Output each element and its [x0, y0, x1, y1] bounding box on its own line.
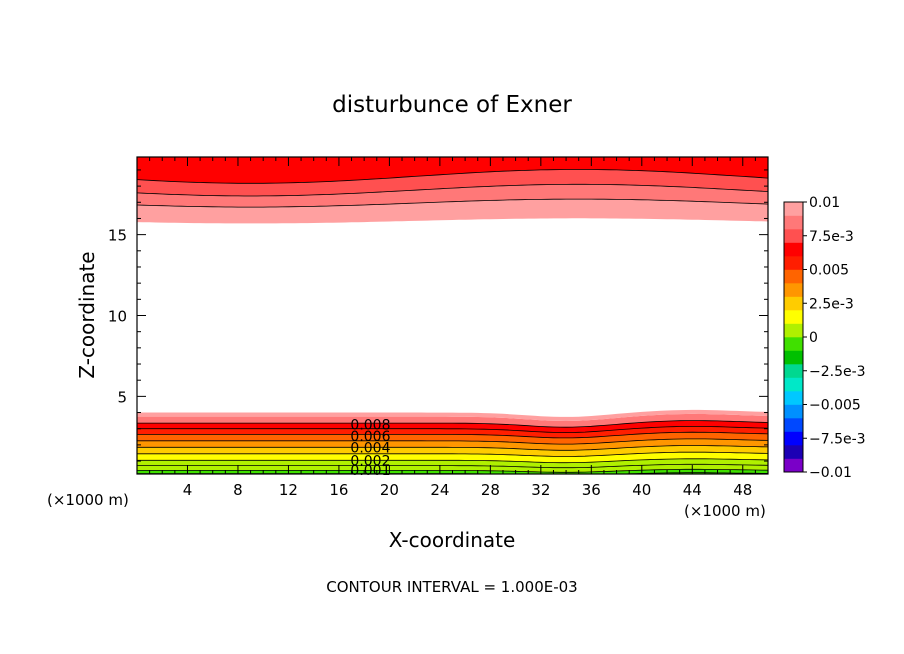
contour-band [137, 438, 768, 451]
x-tick-label: 16 [329, 481, 348, 499]
colorbar-segment [784, 215, 803, 230]
contour-line [137, 451, 768, 457]
contour-line [137, 458, 768, 464]
x-unit-label-right: (×1000 m) [684, 502, 766, 520]
contour-band [137, 413, 768, 428]
colorbar: 0.01 7.5e-3 0.005 2.5e-3 0 −2.5e-3 −0.005 −7.5e… [783, 195, 866, 481]
contour-band [137, 199, 768, 224]
colorbar-segment [784, 404, 803, 419]
colorbar-label: 0 [809, 330, 818, 346]
y-tick-label: 15 [108, 227, 127, 245]
contour-band [137, 409, 768, 421]
x-axis-label: X-coordinate [389, 528, 516, 552]
colorbar-segment [784, 337, 803, 351]
contour-line [137, 183, 768, 197]
colorbar-segment [784, 202, 803, 216]
colorbar-segment [784, 283, 803, 297]
contour-band [137, 472, 768, 474]
colorbar-segment [784, 445, 803, 459]
x-tick-label: 28 [481, 481, 500, 499]
contour-line [137, 431, 768, 439]
contour-label: 0.001 [350, 463, 390, 479]
contour-band [137, 184, 768, 208]
contour-interval-note: CONTOUR INTERVAL = 1.000E-03 [326, 578, 577, 596]
colorbar-label: −7.5e-3 [809, 431, 866, 447]
y-axis: 5 10 15 [108, 169, 768, 462]
y-axis-label: Z-coordinate [75, 251, 99, 378]
y-tick-label: 10 [108, 308, 127, 326]
colorbar-label: −0.01 [809, 465, 852, 481]
colorbar-segment [784, 431, 803, 446]
contour-label: 0.008 [350, 418, 390, 434]
x-tick-label: 44 [683, 481, 702, 499]
colorbar-label: 2.5e-3 [809, 296, 854, 312]
colorbar-segment [784, 458, 803, 473]
colorbar-segment [784, 391, 803, 405]
colorbar-segment [784, 377, 803, 392]
colorbar-segment [784, 310, 803, 324]
x-tick-label: 8 [233, 481, 243, 499]
contour-line [137, 438, 768, 445]
contour-line [137, 426, 768, 434]
colorbar-segment [784, 350, 803, 365]
x-tick-label: 32 [531, 481, 550, 499]
contour-line [137, 169, 768, 184]
contour-band [137, 432, 768, 445]
colorbar-label: 7.5e-3 [809, 229, 854, 245]
y-tick-label: 5 [117, 388, 127, 406]
colorbar-label: −2.5e-3 [809, 364, 866, 380]
contour-band [137, 420, 768, 433]
colorbar-label: 0.01 [809, 195, 840, 211]
x-tick-label: 20 [380, 481, 399, 499]
contour-label: 0.004 [350, 440, 390, 456]
contour-band [137, 157, 768, 184]
colorbar-segment [784, 256, 803, 270]
colorbar-segment [784, 269, 803, 284]
contour-line [137, 198, 768, 208]
colorbar-segment [784, 296, 803, 311]
x-unit-label-left: (×1000 m) [47, 491, 129, 509]
chart-title: disturbunce of Exner [332, 92, 572, 118]
colorbar-segment [784, 418, 803, 432]
colorbar-segment [784, 364, 803, 378]
contour-label: 0.002 [350, 453, 390, 469]
colorbar-label: −0.005 [809, 398, 861, 414]
x-tick-label: 48 [733, 481, 752, 499]
colorbar-label: 0.005 [809, 263, 849, 279]
colorbar-segment [784, 229, 803, 243]
x-tick-label: 24 [430, 481, 449, 499]
colorbar-segment [784, 242, 803, 257]
x-tick-label: 12 [279, 481, 298, 499]
x-tick-label: 4 [183, 481, 193, 499]
contour-band [137, 426, 768, 438]
contour-line [137, 420, 768, 428]
x-tick-label: 40 [632, 481, 651, 499]
contour-line [137, 445, 768, 451]
x-axis: 4 8 12 16 20 24 28 32 36 40 44 48 [149, 157, 756, 499]
x-tick-label: 36 [582, 481, 601, 499]
colorbar-segment [784, 323, 803, 338]
contour-label: 0.006 [350, 429, 390, 445]
contour-band [137, 169, 768, 196]
contour-line [137, 463, 768, 469]
